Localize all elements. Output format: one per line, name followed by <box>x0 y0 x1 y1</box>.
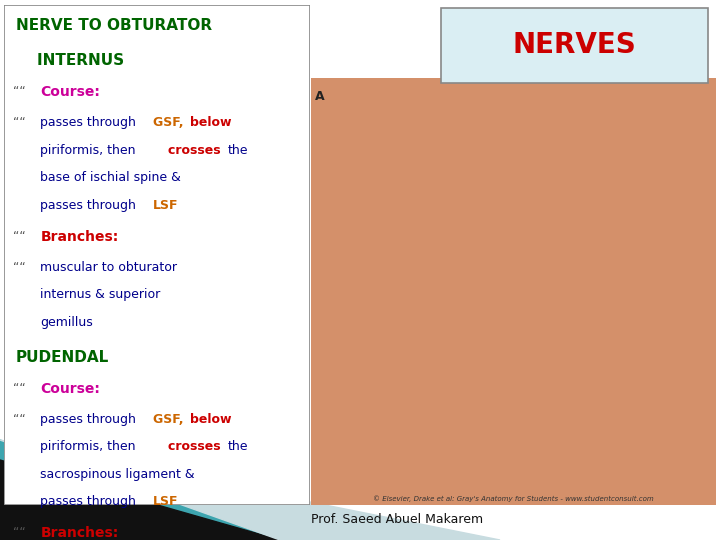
FancyBboxPatch shape <box>441 8 708 83</box>
Polygon shape <box>0 460 320 540</box>
Text: ““: ““ <box>13 85 25 98</box>
Text: passes through: passes through <box>40 199 140 212</box>
Text: below: below <box>190 413 232 426</box>
Polygon shape <box>0 440 500 540</box>
Text: muscular to obturator: muscular to obturator <box>40 261 177 274</box>
Text: LSF: LSF <box>153 199 179 212</box>
Text: © Elsevier, Drake et al: Gray's Anatomy for Students - www.studentconsult.com: © Elsevier, Drake et al: Gray's Anatomy … <box>374 496 654 502</box>
Polygon shape <box>0 440 280 540</box>
Text: GSF,: GSF, <box>153 116 188 129</box>
Text: LSF: LSF <box>153 495 179 508</box>
Text: A: A <box>315 90 325 103</box>
Text: passes through: passes through <box>40 413 140 426</box>
Text: crosses: crosses <box>168 441 225 454</box>
Text: Branches:: Branches: <box>40 230 119 244</box>
Text: piriformis, then: piriformis, then <box>40 144 140 157</box>
Text: GSF,: GSF, <box>153 413 188 426</box>
Text: Course:: Course: <box>40 382 100 396</box>
Text: Course:: Course: <box>40 85 100 99</box>
Text: ““: ““ <box>13 382 25 395</box>
Text: internus & superior: internus & superior <box>40 288 161 301</box>
Bar <box>311 78 716 505</box>
Text: PUDENDAL: PUDENDAL <box>16 349 109 364</box>
Text: base of ischial spine &: base of ischial spine & <box>40 171 181 184</box>
Text: passes through: passes through <box>40 116 140 129</box>
Text: the: the <box>228 144 248 157</box>
Text: piriformis, then: piriformis, then <box>40 441 140 454</box>
Text: ““: ““ <box>13 413 25 426</box>
Text: ““: ““ <box>13 526 25 539</box>
Text: the: the <box>228 441 248 454</box>
Text: NERVES: NERVES <box>513 31 636 59</box>
Text: passes through: passes through <box>40 495 140 508</box>
Text: ““: ““ <box>13 230 25 242</box>
Text: ““: ““ <box>13 116 25 129</box>
Text: NERVE TO OBTURATOR: NERVE TO OBTURATOR <box>16 18 212 33</box>
Text: ““: ““ <box>13 261 25 274</box>
Text: below: below <box>190 116 232 129</box>
Text: INTERNUS: INTERNUS <box>16 53 124 68</box>
Text: Branches:: Branches: <box>40 526 119 540</box>
Text: crosses: crosses <box>168 144 225 157</box>
Text: sacrospinous ligament &: sacrospinous ligament & <box>40 468 195 481</box>
Text: Prof. Saeed Abuel Makarem: Prof. Saeed Abuel Makarem <box>311 513 484 526</box>
Text: gemillus: gemillus <box>40 315 93 328</box>
